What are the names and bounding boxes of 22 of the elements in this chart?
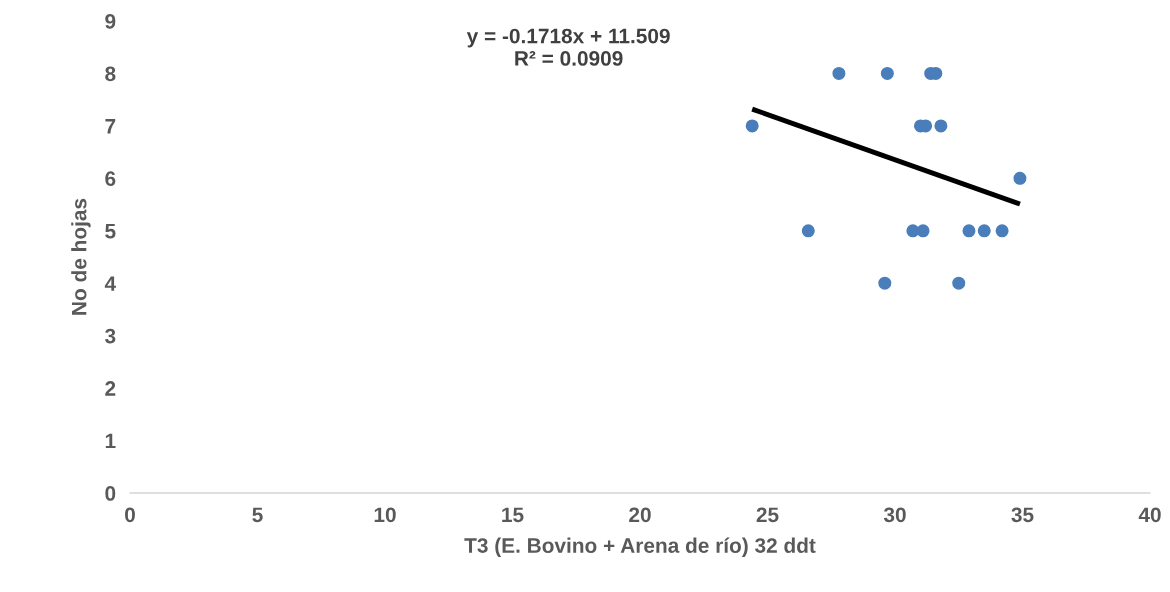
x-tick-label: 35: [1011, 507, 1034, 523]
x-tick-label: 10: [374, 507, 396, 523]
y-tick-label: 5: [105, 223, 116, 239]
x-tick-label: 15: [502, 507, 524, 523]
y-tick-label: 1: [105, 433, 116, 449]
y-tick-label: 7: [105, 119, 116, 134]
y-tick-label: 3: [105, 328, 116, 344]
x-tick-label: 20: [629, 507, 651, 523]
y-axis-title: No de hojas: [71, 198, 91, 315]
x-tick-label: 5: [252, 507, 263, 523]
annotation: y = -0.1718x + 11.509 R² = 0.0909: [466, 28, 670, 66]
y-tick-label: 9: [105, 14, 116, 29]
y-tick-label: 0: [105, 486, 116, 501]
x-tick-label: 0: [125, 507, 135, 523]
x-tick-label: 30: [883, 507, 906, 523]
y-tick-label: 4: [104, 276, 116, 291]
x-axis-title: T3 (E. Bovino + Arena de río) 32 ddt: [464, 537, 816, 558]
x-tick-label: 25: [756, 507, 779, 523]
y-tick-label: 2: [105, 381, 116, 396]
y-tick-label: 8: [105, 66, 116, 82]
x-tick-label: 40: [1138, 507, 1161, 523]
y-tick-label: 6: [105, 171, 116, 187]
